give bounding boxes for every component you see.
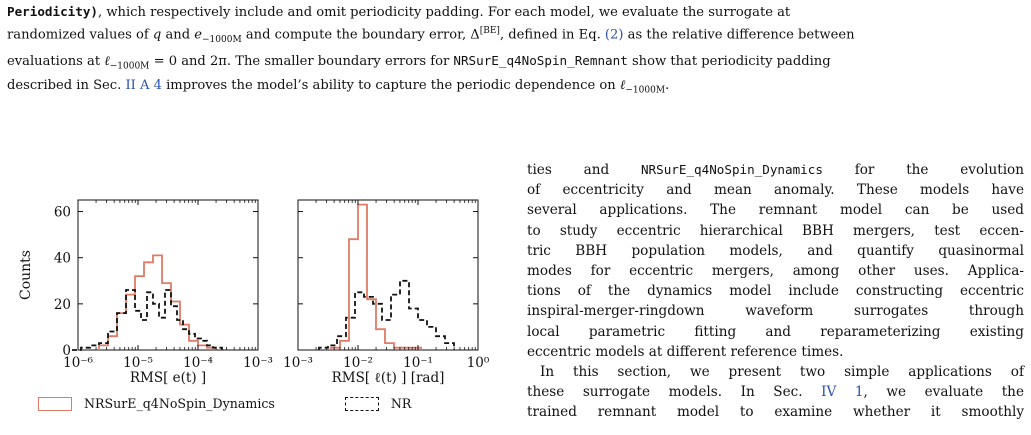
caption-text: randomized values of	[7, 27, 153, 43]
body-line: inspiral-merger-ringdown waveform surrog…	[527, 303, 1024, 320]
histogram-figure: 10⁻⁶ 10⁻⁵ 10⁻⁴ 10⁻³ 0 20 40 60 Counts RMS[ e(t)…	[18, 199, 490, 386]
y-tick-label: 20	[54, 297, 71, 313]
x-tick-label: 10⁻⁵	[123, 355, 153, 371]
body-line: modes for eccentric mergers, among other…	[527, 263, 1024, 280]
equation-link[interactable]: (2)	[604, 27, 624, 43]
caption-text: = 0 and 2π. The smaller boundary errors …	[149, 53, 454, 69]
histogram-panel-eccentricity: 10⁻⁶ 10⁻⁵ 10⁻⁴ 10⁻³ 0 20 40 60 Counts RMS[ e(t)…	[18, 199, 273, 386]
math-e: e	[194, 27, 202, 43]
body-line: tions of the dynamics model include cons…	[527, 283, 1024, 300]
caption-line-2: randomized values of q and e−1000M and c…	[7, 22, 1025, 50]
math-subscript: −1000M	[625, 86, 666, 97]
y-tick-label: 40	[54, 251, 71, 267]
caption-line-4: described in Sec. II A 4 improves the mo…	[7, 76, 1025, 101]
body-line: several applications. The remnant model …	[527, 202, 1024, 219]
body-line: tric BBH population models, and quantify…	[527, 242, 1024, 259]
body-column-text: ties and NRSurE_q4NoSpin_Dynamics for th…	[527, 160, 1024, 423]
x-tick-label: 10⁻³	[243, 355, 273, 371]
histogram-series-nr	[72, 289, 223, 351]
x-tick-label: 10⁻³	[283, 355, 313, 371]
caption-text: , which respectively include and omit pe…	[98, 5, 791, 20]
body-line: of eccentricity and mean anomaly. These …	[527, 182, 1024, 199]
math-q: q	[152, 27, 162, 43]
caption-text: show that periodicity padding	[627, 53, 831, 69]
caption-text: , defined in Eq.	[499, 27, 605, 43]
body-text: these surrogate models. In Sec.	[527, 384, 822, 401]
section-link[interactable]: IV 1	[821, 384, 864, 401]
math-superscript: [BE]	[479, 26, 500, 37]
x-tick-label: 10⁻⁶	[63, 355, 93, 371]
body-text: for the evolution	[822, 162, 1024, 178]
math-subscript: −1000M	[202, 35, 242, 46]
math-ell: ℓ	[619, 78, 626, 94]
y-tick-label: 60	[54, 205, 71, 221]
body-text: , we evaluate the	[863, 384, 1024, 401]
x-axis-label: RMS[ ℓ(t) ] [rad]	[332, 370, 445, 386]
body-line: these surrogate models. In Sec. IV 1, we…	[527, 382, 1024, 402]
caption-text: evaluations at	[7, 53, 105, 69]
section-link[interactable]: II A 4	[125, 78, 162, 94]
body-line: ties and NRSurE_q4NoSpin_Dynamics for th…	[527, 160, 1024, 180]
caption-line-1: Periodicity), which respectively include…	[7, 2, 1025, 22]
body-line: In this section, we present two simple a…	[540, 364, 1024, 381]
body-text: ties and	[527, 162, 641, 178]
legend-swatch-surrogate	[38, 396, 72, 411]
body-line: eccentric models at different reference …	[527, 343, 844, 360]
plot-frame	[297, 199, 479, 351]
caption-text: and compute the boundary error, Δ	[241, 27, 480, 43]
x-tick-label: 10⁻²	[343, 355, 373, 371]
caption-text: described in Sec.	[7, 78, 126, 94]
y-axis-label: Counts	[18, 250, 34, 300]
caption-model-name: NRSurE_q4NoSpin_Remnant	[453, 52, 628, 68]
caption-line-3: evaluations at ℓ−1000M = 0 and 2π. The s…	[7, 51, 1025, 77]
body-line: trained remnant model to examine whether…	[527, 404, 1024, 421]
caption-model-name: Periodicity)	[7, 4, 98, 19]
math-subscript: −1000M	[109, 61, 150, 72]
caption-text: .	[665, 78, 670, 94]
body-line: local parametric fitting and reparameter…	[527, 323, 1024, 340]
body-model-name: NRSurE_q4NoSpin_Dynamics	[640, 162, 823, 177]
histogram-series-surrogate	[330, 203, 422, 350]
math-ell: ℓ	[104, 53, 110, 69]
legend-label-surrogate: NRSurE_q4NoSpin_Dynamics	[84, 396, 275, 411]
x-tick-label: 10⁻⁴	[183, 355, 213, 371]
caption-text: and	[161, 27, 195, 43]
histogram-series-nr	[318, 279, 455, 350]
x-tick-label: 10⁻¹	[403, 355, 433, 371]
y-tick-label: 0	[62, 343, 71, 359]
body-line: to study eccentric hierarchical BBH merg…	[527, 222, 1024, 239]
legend-label-nr: NR	[390, 396, 412, 411]
caption-text: improves the model’s ability to capture …	[161, 78, 620, 94]
histogram-series-surrogate	[98, 254, 217, 350]
figure-legend: NRSurE_q4NoSpin_Dynamics NR	[38, 396, 411, 411]
legend-swatch-nr	[344, 396, 379, 411]
plot-frame	[77, 199, 259, 351]
x-tick-label: 10⁰	[467, 355, 490, 371]
x-axis-label: RMS[ e(t) ]	[130, 370, 206, 386]
caption-text: as the relative difference between	[623, 27, 855, 43]
histogram-panel-anomaly: 10⁻³ 10⁻² 10⁻¹ 10⁰ RMS[ ℓ(t) ] [rad]	[283, 199, 490, 386]
figure-caption: Periodicity), which respectively include…	[7, 2, 1025, 101]
